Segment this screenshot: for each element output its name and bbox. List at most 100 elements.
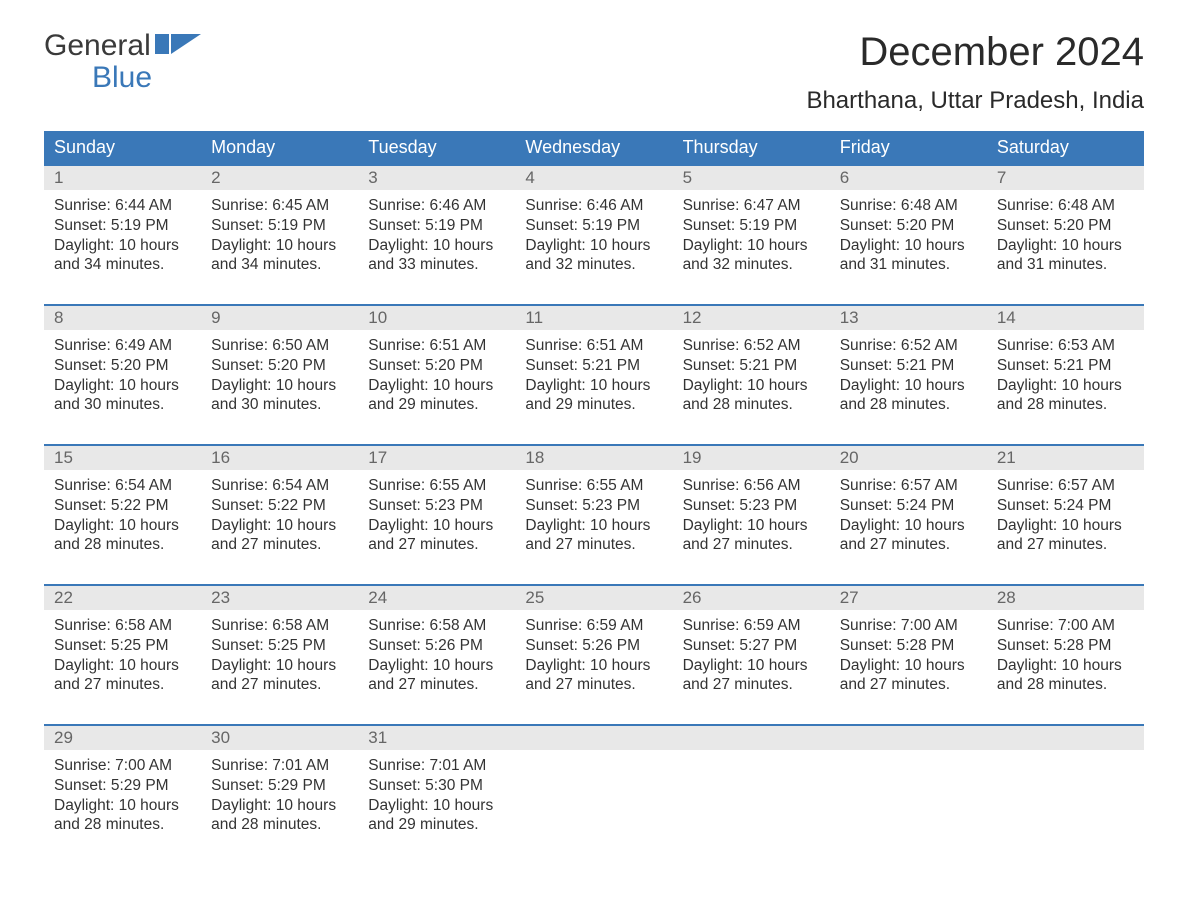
day-number: 17 [358,446,515,470]
sunset-line: Sunset: 5:23 PM [683,496,820,516]
sunset-line: Sunset: 5:20 PM [997,216,1134,236]
sunset-line: Sunset: 5:20 PM [840,216,977,236]
calendar-week: 22232425262728Sunrise: 6:58 AMSunset: 5:… [44,584,1144,706]
day-number: 12 [673,306,830,330]
day-number-row: 1234567 [44,166,1144,190]
sunrise-line: Sunrise: 6:46 AM [368,196,505,216]
day-number: 29 [44,726,201,750]
day-cell: Sunrise: 7:01 AMSunset: 5:30 PMDaylight:… [358,750,515,846]
dow-tuesday: Tuesday [358,131,515,164]
sunrise-line: Sunrise: 6:49 AM [54,336,191,356]
daylight-line: Daylight: 10 hours and 28 minutes. [211,796,348,836]
day-cell: Sunrise: 6:54 AMSunset: 5:22 PMDaylight:… [201,470,358,566]
day-cell [515,750,672,846]
day-number [673,726,830,750]
day-number-row: 293031 [44,726,1144,750]
day-cell: Sunrise: 6:49 AMSunset: 5:20 PMDaylight:… [44,330,201,426]
sunrise-line: Sunrise: 6:54 AM [54,476,191,496]
day-cell: Sunrise: 6:58 AMSunset: 5:25 PMDaylight:… [201,610,358,706]
sunrise-line: Sunrise: 7:00 AM [54,756,191,776]
daylight-line: Daylight: 10 hours and 28 minutes. [54,796,191,836]
day-cell: Sunrise: 7:01 AMSunset: 5:29 PMDaylight:… [201,750,358,846]
sunrise-line: Sunrise: 6:51 AM [525,336,662,356]
sunset-line: Sunset: 5:24 PM [997,496,1134,516]
sunset-line: Sunset: 5:19 PM [368,216,505,236]
day-number: 23 [201,586,358,610]
day-number: 14 [987,306,1144,330]
daylight-line: Daylight: 10 hours and 30 minutes. [211,376,348,416]
day-cell [673,750,830,846]
sunrise-line: Sunrise: 6:48 AM [997,196,1134,216]
sunrise-line: Sunrise: 6:58 AM [211,616,348,636]
day-number-row: 22232425262728 [44,586,1144,610]
day-number-row: 15161718192021 [44,446,1144,470]
sunrise-line: Sunrise: 7:01 AM [368,756,505,776]
sunset-line: Sunset: 5:29 PM [54,776,191,796]
calendar-week: 891011121314Sunrise: 6:49 AMSunset: 5:20… [44,304,1144,426]
day-cell: Sunrise: 6:50 AMSunset: 5:20 PMDaylight:… [201,330,358,426]
sunset-line: Sunset: 5:19 PM [525,216,662,236]
daylight-line: Daylight: 10 hours and 27 minutes. [840,656,977,696]
daylight-line: Daylight: 10 hours and 27 minutes. [683,656,820,696]
day-cell [987,750,1144,846]
logo-text-bottom: Blue [44,62,201,94]
page-title: December 2024 [806,30,1144,75]
sunset-line: Sunset: 5:21 PM [683,356,820,376]
sunset-line: Sunset: 5:19 PM [683,216,820,236]
daylight-line: Daylight: 10 hours and 32 minutes. [525,236,662,276]
day-number: 25 [515,586,672,610]
header: General Blue December 2024 Bharthana, Ut… [44,30,1144,115]
daylight-line: Daylight: 10 hours and 29 minutes. [368,376,505,416]
daylight-line: Daylight: 10 hours and 29 minutes. [368,796,505,836]
day-cell: Sunrise: 6:45 AMSunset: 5:19 PMDaylight:… [201,190,358,286]
daylight-line: Daylight: 10 hours and 27 minutes. [211,656,348,696]
sunrise-line: Sunrise: 6:59 AM [525,616,662,636]
daylight-line: Daylight: 10 hours and 29 minutes. [525,376,662,416]
day-number: 22 [44,586,201,610]
day-number: 10 [358,306,515,330]
sunset-line: Sunset: 5:19 PM [54,216,191,236]
daylight-line: Daylight: 10 hours and 27 minutes. [683,516,820,556]
sunrise-line: Sunrise: 6:45 AM [211,196,348,216]
sunrise-line: Sunrise: 6:55 AM [525,476,662,496]
day-cell: Sunrise: 6:54 AMSunset: 5:22 PMDaylight:… [44,470,201,566]
day-number: 4 [515,166,672,190]
sunrise-line: Sunrise: 6:58 AM [54,616,191,636]
day-number: 15 [44,446,201,470]
location-subtitle: Bharthana, Uttar Pradesh, India [806,87,1144,115]
title-block: December 2024 Bharthana, Uttar Pradesh, … [806,30,1144,115]
dow-sunday: Sunday [44,131,201,164]
daylight-line: Daylight: 10 hours and 27 minutes. [525,516,662,556]
sunset-line: Sunset: 5:25 PM [211,636,348,656]
day-of-week-header: Sunday Monday Tuesday Wednesday Thursday… [44,131,1144,164]
sunrise-line: Sunrise: 6:47 AM [683,196,820,216]
sunset-line: Sunset: 5:26 PM [525,636,662,656]
sunset-line: Sunset: 5:20 PM [211,356,348,376]
day-cell: Sunrise: 6:58 AMSunset: 5:26 PMDaylight:… [358,610,515,706]
sunrise-line: Sunrise: 7:00 AM [997,616,1134,636]
sunrise-line: Sunrise: 6:59 AM [683,616,820,636]
day-cell: Sunrise: 6:59 AMSunset: 5:26 PMDaylight:… [515,610,672,706]
day-cell: Sunrise: 6:48 AMSunset: 5:20 PMDaylight:… [830,190,987,286]
sunset-line: Sunset: 5:22 PM [54,496,191,516]
day-number-row: 891011121314 [44,306,1144,330]
daylight-line: Daylight: 10 hours and 31 minutes. [840,236,977,276]
day-cell: Sunrise: 6:52 AMSunset: 5:21 PMDaylight:… [830,330,987,426]
sunset-line: Sunset: 5:20 PM [368,356,505,376]
day-cell: Sunrise: 6:51 AMSunset: 5:21 PMDaylight:… [515,330,672,426]
day-number: 20 [830,446,987,470]
daylight-line: Daylight: 10 hours and 27 minutes. [525,656,662,696]
calendar: Sunday Monday Tuesday Wednesday Thursday… [44,131,1144,846]
day-number: 16 [201,446,358,470]
day-cell: Sunrise: 6:59 AMSunset: 5:27 PMDaylight:… [673,610,830,706]
day-number: 13 [830,306,987,330]
day-cell: Sunrise: 6:48 AMSunset: 5:20 PMDaylight:… [987,190,1144,286]
sunset-line: Sunset: 5:22 PM [211,496,348,516]
day-number: 3 [358,166,515,190]
logo: General Blue [44,30,201,93]
day-number [515,726,672,750]
daylight-line: Daylight: 10 hours and 27 minutes. [368,516,505,556]
dow-wednesday: Wednesday [515,131,672,164]
day-number: 21 [987,446,1144,470]
day-number [987,726,1144,750]
